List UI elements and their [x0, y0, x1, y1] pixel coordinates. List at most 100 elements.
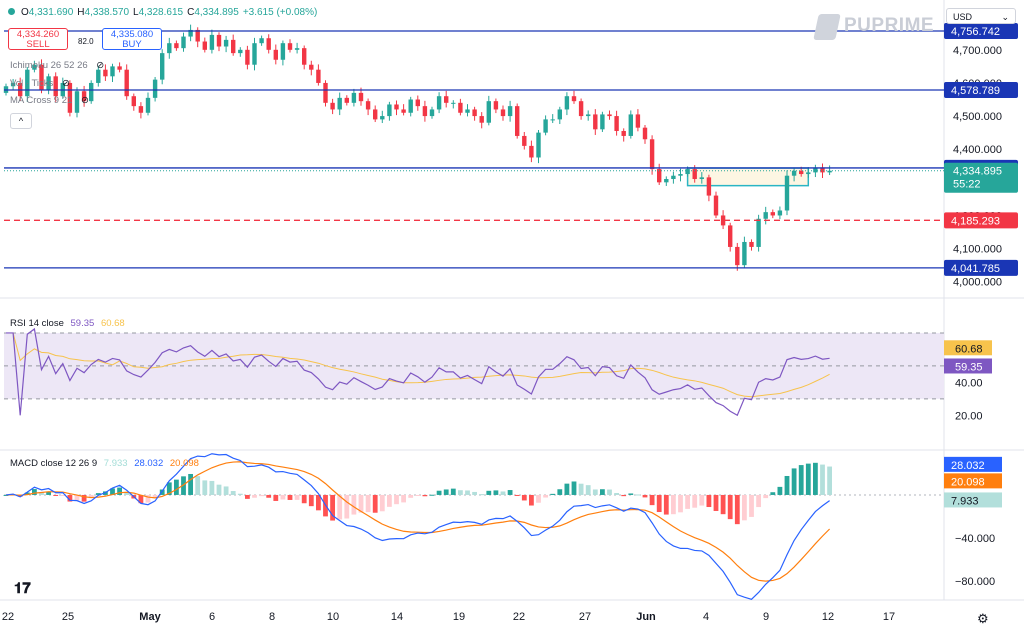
candle-body — [699, 177, 704, 180]
candle-body — [358, 92, 364, 102]
candle-body — [444, 96, 449, 103]
macd-histogram-bar — [550, 493, 556, 495]
macd-histogram-bar — [124, 492, 130, 495]
collapse-indicators-button[interactable]: ^ — [10, 113, 32, 129]
macd-histogram-bar — [692, 494, 698, 508]
settings-icon[interactable]: ⚙ — [977, 611, 989, 626]
candle-body — [678, 174, 683, 176]
candle-body — [422, 106, 428, 117]
candle-body — [294, 48, 300, 50]
candle-body — [273, 49, 278, 60]
macd-histogram-bar — [784, 475, 790, 495]
signal-tag-label: 20.098 — [951, 476, 985, 488]
time-tick-label: 12 — [822, 611, 834, 623]
time-tick-label: May — [139, 611, 161, 623]
candle-body — [493, 101, 499, 110]
macd-histogram-bar — [188, 473, 193, 495]
time-tick-label: 27 — [579, 611, 591, 623]
macd-histogram-bar — [727, 494, 733, 520]
brand-mark-icon — [813, 14, 841, 40]
candle-body — [387, 104, 392, 117]
macd-histogram-bar — [536, 494, 541, 503]
macd-histogram-bar — [110, 488, 115, 495]
macd-histogram-bar — [387, 494, 392, 507]
macd-histogram-bar — [514, 494, 520, 496]
rsi-tick-label: 40.00 — [955, 377, 983, 389]
macd-histogram-bar — [273, 494, 279, 501]
macd-histogram-bar — [493, 490, 499, 495]
macd-histogram-bar — [365, 494, 371, 513]
macd-histogram-bar — [592, 489, 598, 495]
macd-histogram-bar — [628, 493, 634, 495]
macd-histogram-bar — [443, 489, 449, 495]
indicator-row-ma-cross[interactable]: MA Cross 9 21 ⊘ — [10, 95, 89, 106]
macd-histogram-bar — [294, 494, 300, 500]
macd-histogram-bar — [81, 494, 87, 502]
candle-body — [160, 53, 165, 80]
macd-histogram-bar — [145, 494, 151, 503]
rsi-ma-tag — [944, 340, 992, 356]
brand-logo: PUPRIME — [813, 14, 935, 44]
eye-off-icon[interactable]: ⊘ — [80, 95, 89, 106]
rsi-legend[interactable]: RSI 14 close 59.35 60.68 — [10, 318, 125, 329]
sell-button[interactable]: 4,334.260 SELL — [8, 28, 68, 50]
candle-body — [280, 43, 286, 60]
macd-histogram-bar — [756, 494, 761, 508]
time-tick-label: 10 — [327, 611, 339, 623]
macd-histogram-bar — [287, 494, 293, 500]
macd-histogram-bar — [649, 494, 655, 506]
macd-histogram-bar — [571, 481, 577, 495]
macd-histogram-bar — [607, 489, 612, 495]
candle-body — [465, 109, 470, 113]
macd-histogram-bar — [316, 494, 321, 511]
macd-tick-label: −40.000 — [955, 533, 995, 545]
candle-body — [408, 99, 413, 113]
eye-off-icon[interactable]: ⊘ — [96, 60, 105, 71]
macd-histogram-bar — [88, 494, 94, 499]
macd-histogram-bar — [39, 492, 44, 495]
currency-select[interactable]: USD ⌄ — [946, 8, 1016, 24]
candle-body — [39, 64, 44, 90]
indicator-row-ichimoku[interactable]: Ichimoku 26 52 26 ⊘ — [10, 60, 104, 71]
macd-histogram-bar — [671, 494, 676, 515]
candle-countdown: 55:22 — [953, 179, 981, 191]
rsi-tick-label: 20.00 — [955, 410, 983, 422]
macd-legend[interactable]: MACD close 12 26 9 7.933 28.032 20.098 — [10, 458, 199, 469]
candle-body — [394, 104, 399, 110]
close-value: 4,334.895 — [194, 7, 239, 18]
candle-body — [507, 106, 513, 117]
brand-name: PUPRIME — [844, 15, 935, 37]
close-label: C — [187, 7, 195, 18]
last-price-bg — [944, 162, 1018, 193]
candle-body — [138, 106, 144, 113]
rsi-ma-value: 60.68 — [100, 318, 125, 329]
candle-body — [571, 96, 577, 102]
macd-histogram-bar — [209, 480, 215, 495]
indicator-row-volume[interactable]: Vol · Ticks ⊘ — [10, 78, 70, 89]
currency-value: USD — [953, 12, 973, 22]
macd-histogram-bar — [621, 494, 627, 497]
macd-histogram-bar — [450, 488, 456, 495]
macd-histogram-bar — [742, 494, 747, 521]
candle-body — [145, 97, 151, 113]
level-label: 4,756.742 — [951, 26, 1000, 38]
candle-body — [472, 109, 477, 117]
candle-body — [167, 43, 172, 54]
candle-body — [515, 106, 520, 136]
macd-signal-line — [5, 461, 831, 582]
macd-histogram-bar — [465, 490, 470, 495]
macd-histogram-bar — [202, 480, 208, 495]
candle-body — [351, 92, 357, 103]
candle-body — [67, 82, 73, 113]
candle-body — [46, 76, 51, 90]
buy-button[interactable]: 4,335.080 BUY — [102, 28, 162, 50]
macd-histogram-bar — [394, 494, 399, 505]
indicator-label: Ichimoku 26 52 26 — [10, 60, 88, 71]
eye-off-icon[interactable]: ⊘ — [61, 78, 70, 89]
rsi-tag-label: 59.35 — [955, 361, 983, 373]
candle-body — [74, 91, 80, 113]
sell-price: 4,334.260 — [16, 29, 60, 40]
macd-histogram-bar — [24, 492, 30, 495]
time-tick-label: 17 — [883, 611, 895, 623]
